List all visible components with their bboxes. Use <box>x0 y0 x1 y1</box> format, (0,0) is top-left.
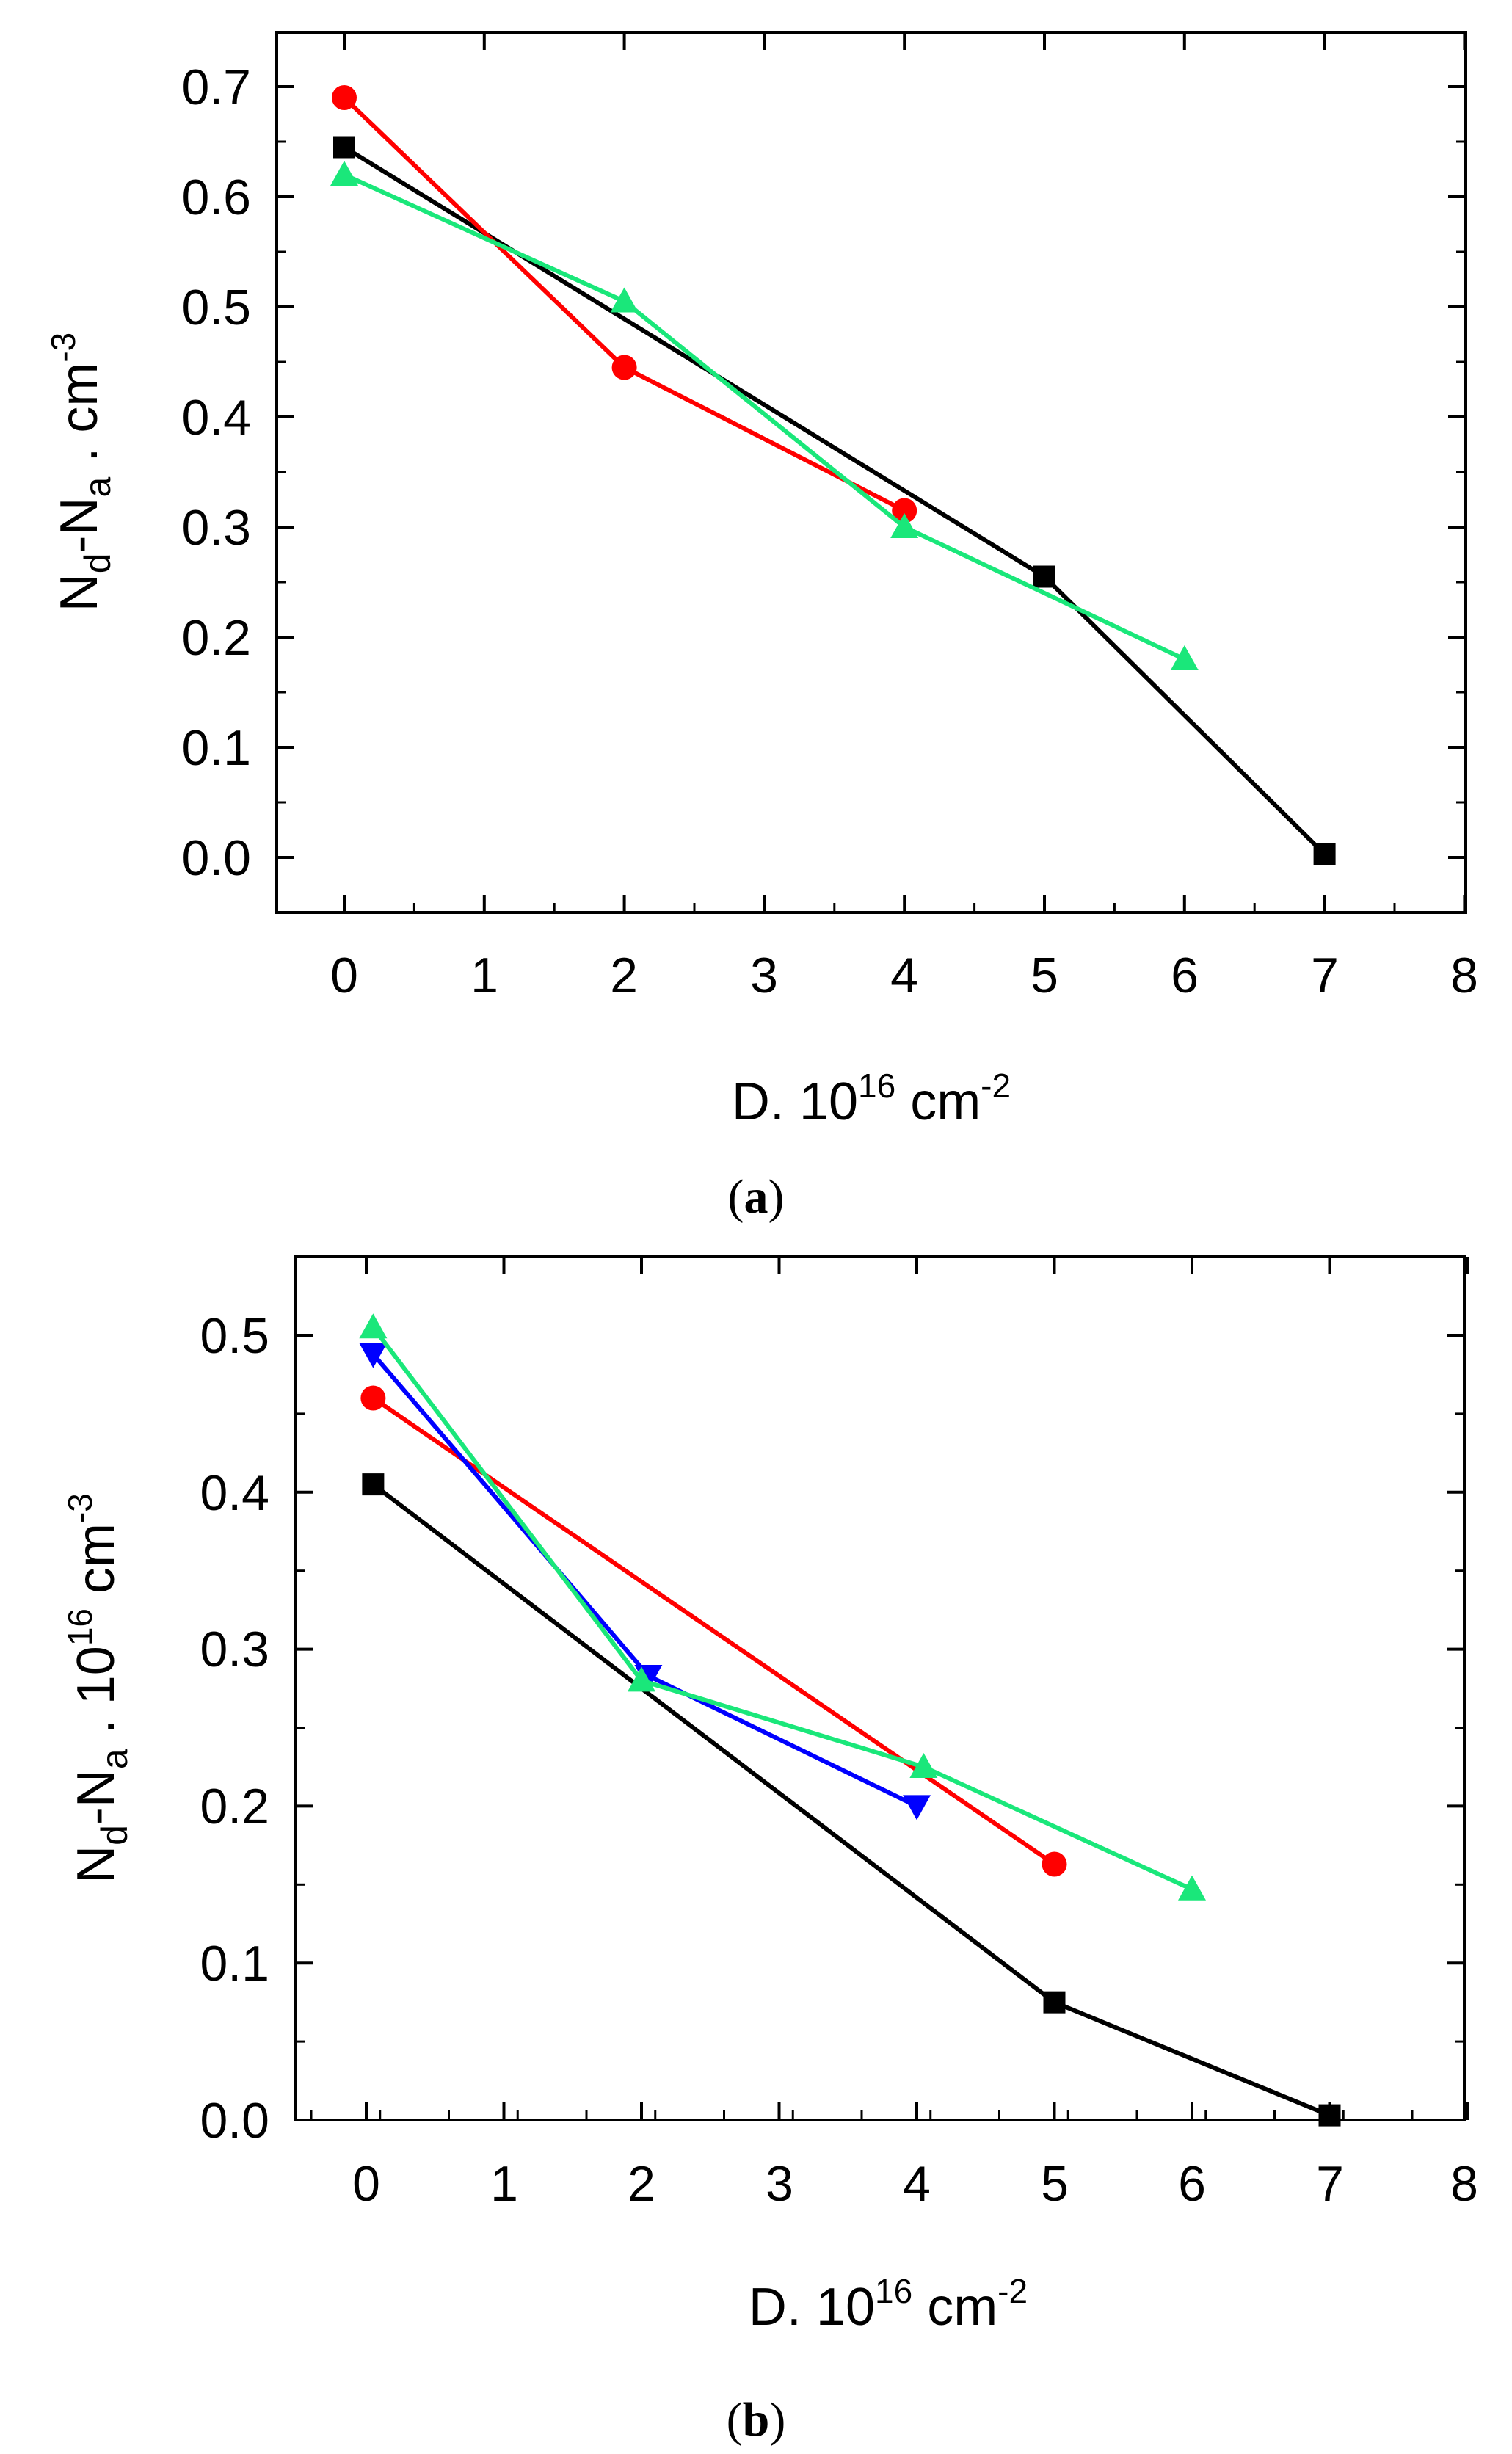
x-tick-label: 8 <box>1450 948 1478 1003</box>
x-tick-label: 3 <box>750 948 778 1003</box>
data-point-red-circles <box>1042 1851 1067 1877</box>
y-tick-label: 0.3 <box>200 1622 269 1677</box>
series-group-b <box>359 1313 1341 2127</box>
series-line-black-squares <box>343 145 1326 856</box>
x-tick-label: 4 <box>903 2156 931 2212</box>
chart-panel-a: 0 1 2 3 4 5 6 7 8 0.0 0.1 0.2 0.3 0.4 0.… <box>44 31 1478 1224</box>
x-tick-labels-b: 0 1 2 3 4 5 6 7 8 <box>352 2156 1478 2212</box>
x-tick-label: 3 <box>766 2156 793 2212</box>
data-point-green-triangles <box>1170 645 1199 670</box>
plot-frame-b <box>294 1255 1466 2121</box>
x-tick-label: 7 <box>1311 948 1339 1003</box>
series-line-green-triangles <box>343 173 1186 661</box>
x-tick-label: 6 <box>1178 2156 1206 2212</box>
data-point-blue-triangles <box>359 1343 388 1368</box>
y-tick-label: 0.2 <box>181 610 251 666</box>
y-tick-label: 0.6 <box>181 170 251 225</box>
chart-panel-b: 0 1 2 3 4 5 6 7 8 0.0 0.1 0.2 0.3 0.4 0.… <box>61 1255 1478 2447</box>
y-axis-title-b: Nd-Na . 1016 cm-3 <box>61 1493 135 1884</box>
x-tick-label: 5 <box>1041 2156 1069 2212</box>
data-point-green-triangles <box>909 1752 938 1778</box>
x-tick-label: 4 <box>890 948 918 1003</box>
y-tick-label: 0.0 <box>200 2093 269 2149</box>
y-tick-label: 0.2 <box>200 1779 269 1834</box>
y-tick-label: 0.0 <box>181 830 251 886</box>
data-point-black-squares <box>362 1473 385 1496</box>
y-tick-label: 0.5 <box>181 280 251 335</box>
data-point-red-circles <box>892 498 917 523</box>
data-point-red-circles <box>611 355 637 380</box>
data-point-black-squares <box>1043 1991 1066 2014</box>
y-tick-label: 0.1 <box>181 720 251 776</box>
data-point-black-squares <box>1033 565 1055 588</box>
data-point-green-triangles <box>610 287 639 313</box>
x-tick-label: 1 <box>490 2156 518 2212</box>
data-point-green-triangles <box>359 1313 388 1339</box>
x-tick-label: 2 <box>610 948 638 1003</box>
y-tick-label: 0.4 <box>181 390 251 446</box>
x-axis-title-b: D. 1016 cm-2 <box>749 2272 1028 2337</box>
y-tick-labels-a: 0.0 0.1 0.2 0.3 0.4 0.5 0.6 0.7 <box>181 59 251 886</box>
axis-ticks-b <box>296 1255 1469 2121</box>
series-line-green-triangles <box>371 1326 1193 1892</box>
axis-ticks-a <box>277 32 1466 912</box>
data-point-green-triangles <box>628 1666 655 1692</box>
x-tick-label: 6 <box>1171 948 1199 1003</box>
data-point-green-triangles <box>1178 1875 1206 1901</box>
panel-label-a: (a) <box>728 1170 785 1224</box>
x-tick-label: 1 <box>470 948 498 1003</box>
y-tick-label: 0.4 <box>200 1465 269 1521</box>
series-line-red-circles <box>371 1396 1056 1866</box>
data-point-blue-triangles <box>903 1795 931 1820</box>
data-point-green-triangles <box>890 513 919 538</box>
x-tick-label: 5 <box>1031 948 1058 1003</box>
data-point-red-circles <box>360 1385 386 1411</box>
y-axis-title-a: Nd-Na . cm-3 <box>44 333 118 612</box>
x-tick-labels-a: 0 1 2 3 4 5 6 7 8 <box>330 948 1478 1003</box>
data-point-black-squares <box>1318 2104 1341 2127</box>
x-tick-label: 0 <box>352 2156 380 2212</box>
x-tick-label: 2 <box>628 2156 655 2212</box>
x-axis-title-a: D. 1016 cm-2 <box>732 1067 1011 1131</box>
y-tick-label: 0.5 <box>200 1308 269 1364</box>
y-tick-label: 0.3 <box>181 500 251 556</box>
x-tick-label: 8 <box>1450 2156 1478 2212</box>
data-point-black-squares <box>333 136 355 159</box>
series-group-a <box>330 85 1336 865</box>
y-tick-label: 0.7 <box>181 59 251 115</box>
series-line-black-squares <box>371 1482 1331 2118</box>
y-tick-label: 0.1 <box>200 1936 269 1992</box>
x-tick-label: 0 <box>330 948 358 1003</box>
data-point-black-squares <box>1313 843 1336 865</box>
data-point-red-circles <box>332 85 357 110</box>
data-point-green-triangles <box>330 161 358 186</box>
x-tick-label: 7 <box>1316 2156 1344 2212</box>
panel-label-b: (b) <box>727 2393 786 2447</box>
y-tick-labels-b: 0.0 0.1 0.2 0.3 0.4 0.5 <box>200 1308 269 2149</box>
